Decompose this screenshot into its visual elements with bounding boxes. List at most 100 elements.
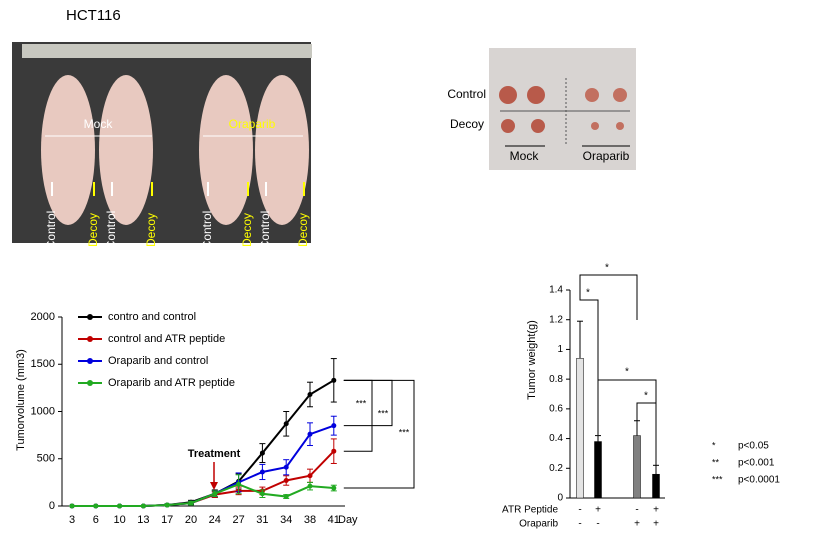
x-tick-label: 3 [69,514,75,526]
mouse-label: Decoy [86,213,100,247]
marker [307,391,313,397]
marker [331,423,337,429]
significance-label: *** [378,408,389,418]
significance-bracket [636,402,657,466]
y-tick-label: 0 [49,500,55,512]
mouse-label: Decoy [296,213,310,247]
marker [188,500,194,506]
y-axis-label: Tumorvolume (mm3) [15,349,27,451]
x-tick-label: 6 [93,514,99,526]
bar [576,358,584,499]
mouse-label: Decoy [144,213,158,247]
mouse-label: Decoy [240,213,254,247]
marker [164,502,170,508]
tumor [531,119,545,133]
mouse-label: Control [200,211,214,250]
group-label: Oraparib [229,117,276,131]
row-value: + [653,505,659,516]
x-tick-label: 34 [280,514,292,526]
y-axis-label: Tumor weight(g) [526,320,538,400]
significance-bracket [579,282,599,435]
marker [307,473,313,479]
column-label: Mock [510,149,540,163]
row-label: Decoy [450,117,484,131]
marker [307,431,313,437]
line [72,379,335,507]
mouse [199,75,253,225]
marker [259,450,265,456]
significance-label: * [625,367,629,378]
row-value: - [635,505,638,516]
bar [633,435,641,499]
marker [331,377,337,383]
marker [283,421,289,427]
y-tick-label: 1 [557,344,563,355]
marker [117,503,123,509]
significance-bracket [343,379,393,427]
y-tick-label: 500 [37,453,55,465]
legend-symbol: ** [712,457,720,467]
y-tick-label: 2000 [31,311,55,323]
marker [236,481,242,487]
bar [652,473,660,499]
y-tick-label: 0 [557,493,563,504]
significance-bracket [343,379,373,452]
significance-bracket [579,274,638,320]
x-tick-label: 41 [328,514,340,526]
row-value: - [578,505,581,516]
legend-text: p<0.05 [738,441,769,452]
significance-label: *** [399,427,410,437]
y-tick-label: 0.4 [549,433,563,444]
y-tick-label: 1000 [31,405,55,417]
tumor [585,88,599,102]
marker [331,448,337,454]
row-value: - [596,519,599,530]
row-value: + [634,519,640,530]
significance-label: * [644,391,648,402]
tumor [591,122,599,130]
mouse-label: Control [104,211,118,250]
mouse-label: Control [44,211,58,250]
legend-label: contro and control [108,311,196,323]
marker [283,464,289,470]
marker [331,485,337,491]
legend-symbol: *** [712,474,723,484]
marker [307,483,313,489]
x-tick-label: 38 [304,514,316,526]
marker [283,477,289,483]
legend-marker [87,336,93,342]
marker [259,469,265,475]
x-axis-label: Day [338,514,358,526]
arrow-head [210,482,218,490]
y-tick-label: 1.4 [549,285,563,296]
y-tick-label: 1500 [31,358,55,370]
y-tick-label: 0.6 [549,403,563,414]
significance-label: * [586,288,590,299]
tumor [527,86,545,104]
y-tick-label: 1.2 [549,314,563,325]
tumor-photo: Control Decoy Mock Oraparib [447,48,636,170]
legend-label: Oraparib and control [108,355,208,367]
legend-symbol: * [712,440,716,450]
marker [259,491,265,497]
legend-label: Oraparib and ATR peptide [108,377,235,389]
x-tick-label: 24 [209,514,221,526]
ruler [22,44,312,58]
x-tick-label: 31 [256,514,268,526]
significance-bracket [343,379,415,489]
row-value: + [653,519,659,530]
legend-text: p<0.0001 [738,475,780,486]
column-label: Oraparib [583,149,630,163]
tumor [616,122,624,130]
legend-text: p<0.001 [738,458,775,469]
marker [69,503,75,509]
x-tick-label: 20 [185,514,197,526]
x-tick-label: 10 [113,514,125,526]
photo-background [489,48,636,170]
x-tick-label: 27 [232,514,244,526]
line [72,483,334,507]
significance-label: * [605,263,609,274]
legend-marker [87,314,93,320]
legend-label: control and ATR peptide [108,333,225,345]
